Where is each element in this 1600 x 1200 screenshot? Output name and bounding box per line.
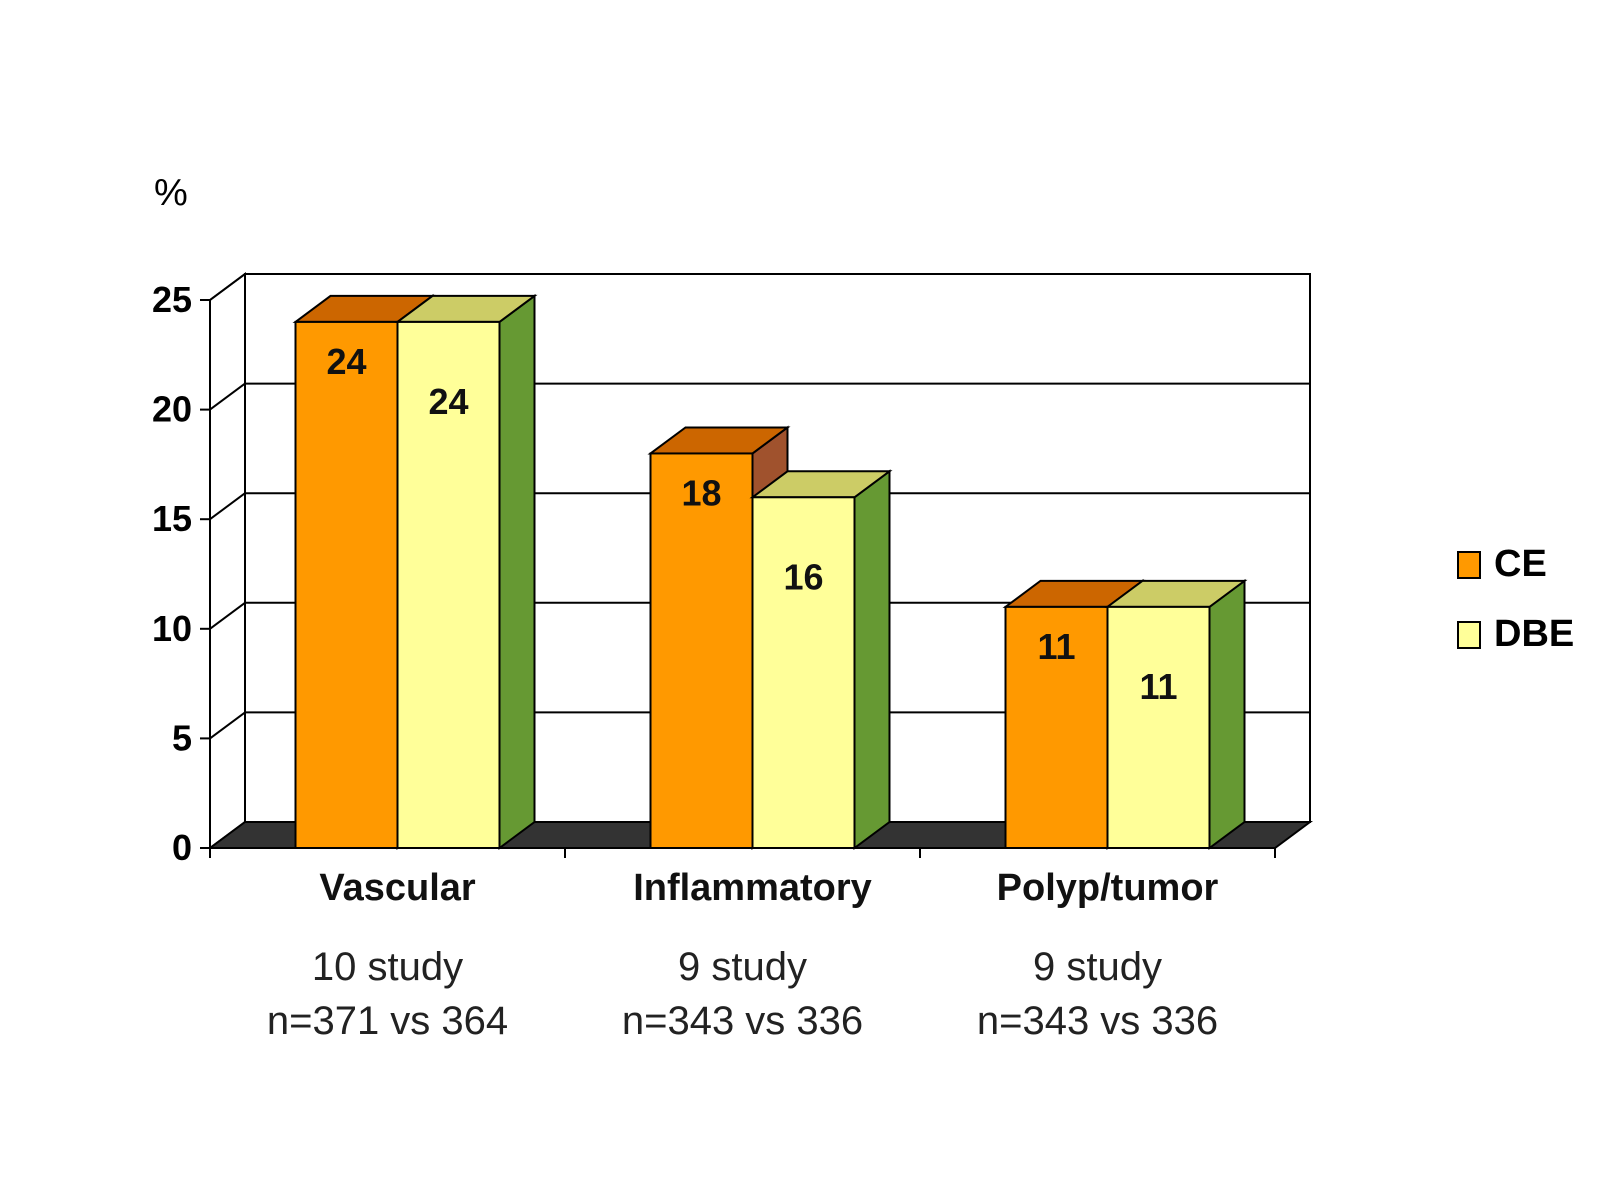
legend-item-dbe: DBE: [1457, 613, 1574, 655]
x-category-label: Polyp/tumor: [997, 867, 1219, 909]
category-note: 10 study: [312, 945, 463, 989]
y-tick-label: 15: [152, 498, 192, 539]
category-note: n=343 vs 336: [977, 999, 1218, 1043]
y-tick-label: 0: [172, 827, 192, 868]
legend-label: CE: [1494, 543, 1547, 585]
gridline-side: [209, 382, 246, 411]
category-note: n=371 vs 364: [267, 999, 508, 1043]
legend-swatch: [1457, 621, 1481, 649]
data-label: 11: [1139, 666, 1177, 707]
data-label: 24: [326, 341, 366, 382]
bar-front: [649, 452, 754, 849]
data-labels: 24 24 18 16 11 11: [326, 341, 1177, 707]
gridline-side: [209, 711, 246, 740]
gridline-side: [209, 273, 246, 301]
y-tick-label: 20: [152, 389, 192, 430]
bar-front: [294, 320, 399, 850]
gridline-side: [209, 492, 246, 521]
x-axis-categories: Vascular 10 study n=371 vs 364 Inflammatory…: [267, 867, 1219, 1043]
legend-label: DBE: [1494, 613, 1574, 655]
y-tick-label: 5: [172, 717, 192, 758]
bar-dbe-polyp-tumor: [1104, 578, 1248, 850]
data-label: 24: [428, 381, 468, 422]
data-label: 11: [1037, 626, 1075, 667]
y-axis-unit-label: %: [154, 172, 188, 214]
category-note: n=343 vs 336: [622, 999, 863, 1043]
bar-side: [498, 293, 536, 850]
y-axis: 0 5 10 15 20 25: [152, 279, 1276, 868]
bar-front: [751, 496, 856, 849]
legend: CE DBE: [1457, 543, 1574, 655]
bar-dbe-inflammatory: [749, 469, 893, 850]
bar-front: [1106, 605, 1211, 849]
bars: [292, 293, 1248, 850]
legend-swatch: [1457, 551, 1481, 579]
y-tick-label: 25: [152, 279, 192, 320]
data-label: 16: [783, 556, 823, 597]
y-tick-label: 10: [152, 608, 192, 649]
bar-dbe-vascular: [394, 293, 538, 850]
bar-side: [853, 469, 891, 850]
bar-side: [1208, 578, 1246, 850]
gridline-side: [209, 601, 246, 630]
side-wall: [209, 272, 246, 850]
legend-item-ce: CE: [1457, 543, 1547, 585]
bar-front: [396, 320, 501, 850]
category-note: 9 study: [678, 945, 807, 989]
x-category-label: Inflammatory: [633, 867, 872, 909]
x-category-label: Vascular: [319, 867, 476, 909]
data-label: 18: [681, 472, 721, 513]
category-note: 9 study: [1033, 945, 1162, 989]
